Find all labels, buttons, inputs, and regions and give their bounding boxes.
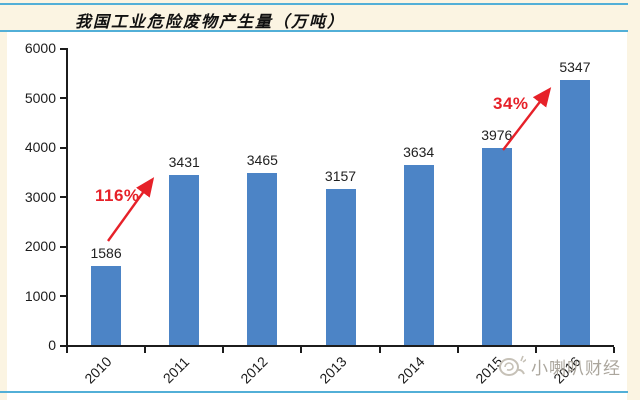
y-axis-tick	[60, 295, 66, 297]
bar-value-label: 5347	[559, 59, 591, 76]
x-axis-tick	[534, 347, 537, 353]
y-axis-tick	[60, 196, 66, 198]
x-axis-line	[66, 345, 614, 347]
bar	[91, 266, 122, 345]
growth-annotation-116: 116%	[95, 186, 140, 205]
watermark: 小喇叭财经	[496, 352, 621, 380]
y-axis-tick	[60, 47, 66, 50]
y-axis-tick-label: 0	[48, 337, 56, 353]
x-axis-tick	[144, 347, 147, 353]
y-axis-tick	[60, 245, 66, 248]
bar	[169, 175, 200, 345]
x-axis-tick	[300, 347, 303, 353]
title-underline	[0, 30, 628, 32]
bar-value-label: 3157	[324, 167, 357, 184]
x-axis-category-label: 2014	[393, 353, 428, 387]
bar-value-label: 3465	[246, 152, 278, 169]
y-axis-tick-label: 2000	[24, 238, 56, 254]
y-axis-line	[66, 48, 68, 347]
bar-value-label: 1586	[90, 245, 122, 262]
y-axis-tick-label: 6000	[24, 40, 56, 56]
y-axis-tick-label: 4000	[24, 139, 56, 155]
growth-annotation-34: 34%	[493, 94, 529, 113]
snail-logo-icon	[499, 355, 526, 376]
bar	[403, 165, 434, 345]
y-axis-tick-label: 1000	[24, 287, 56, 304]
y-axis-tick-label: 3000	[24, 188, 56, 205]
bar-value-label: 3431	[168, 154, 200, 171]
x-axis-tick	[378, 347, 381, 353]
x-axis-tick	[66, 347, 68, 353]
x-axis-category-label: 2012	[237, 353, 272, 387]
y-axis-tick	[60, 146, 66, 149]
bar	[325, 188, 356, 345]
bar-value-label: 3976	[481, 127, 513, 144]
y-axis-tick-label: 5000	[24, 89, 56, 106]
x-axis-tick	[613, 347, 615, 353]
watermark-text: 小喇叭财经	[531, 358, 621, 378]
y-axis-tick	[60, 97, 66, 99]
x-axis-category-label: 2010	[81, 353, 115, 387]
x-axis-tick	[222, 347, 225, 353]
x-axis-category-label: 2013	[315, 353, 350, 387]
x-axis-tick	[456, 347, 459, 353]
bar	[559, 80, 590, 345]
bar	[481, 148, 512, 345]
bar-value-label: 3634	[403, 144, 435, 161]
x-axis-category-label: 2011	[159, 353, 193, 387]
top-divider-line	[0, 3, 628, 5]
bar	[247, 173, 278, 345]
bottom-divider-line	[0, 391, 628, 393]
y-axis-tick	[60, 344, 66, 347]
chart-title: 我国工业危险废物产生量（万吨）	[75, 12, 346, 31]
